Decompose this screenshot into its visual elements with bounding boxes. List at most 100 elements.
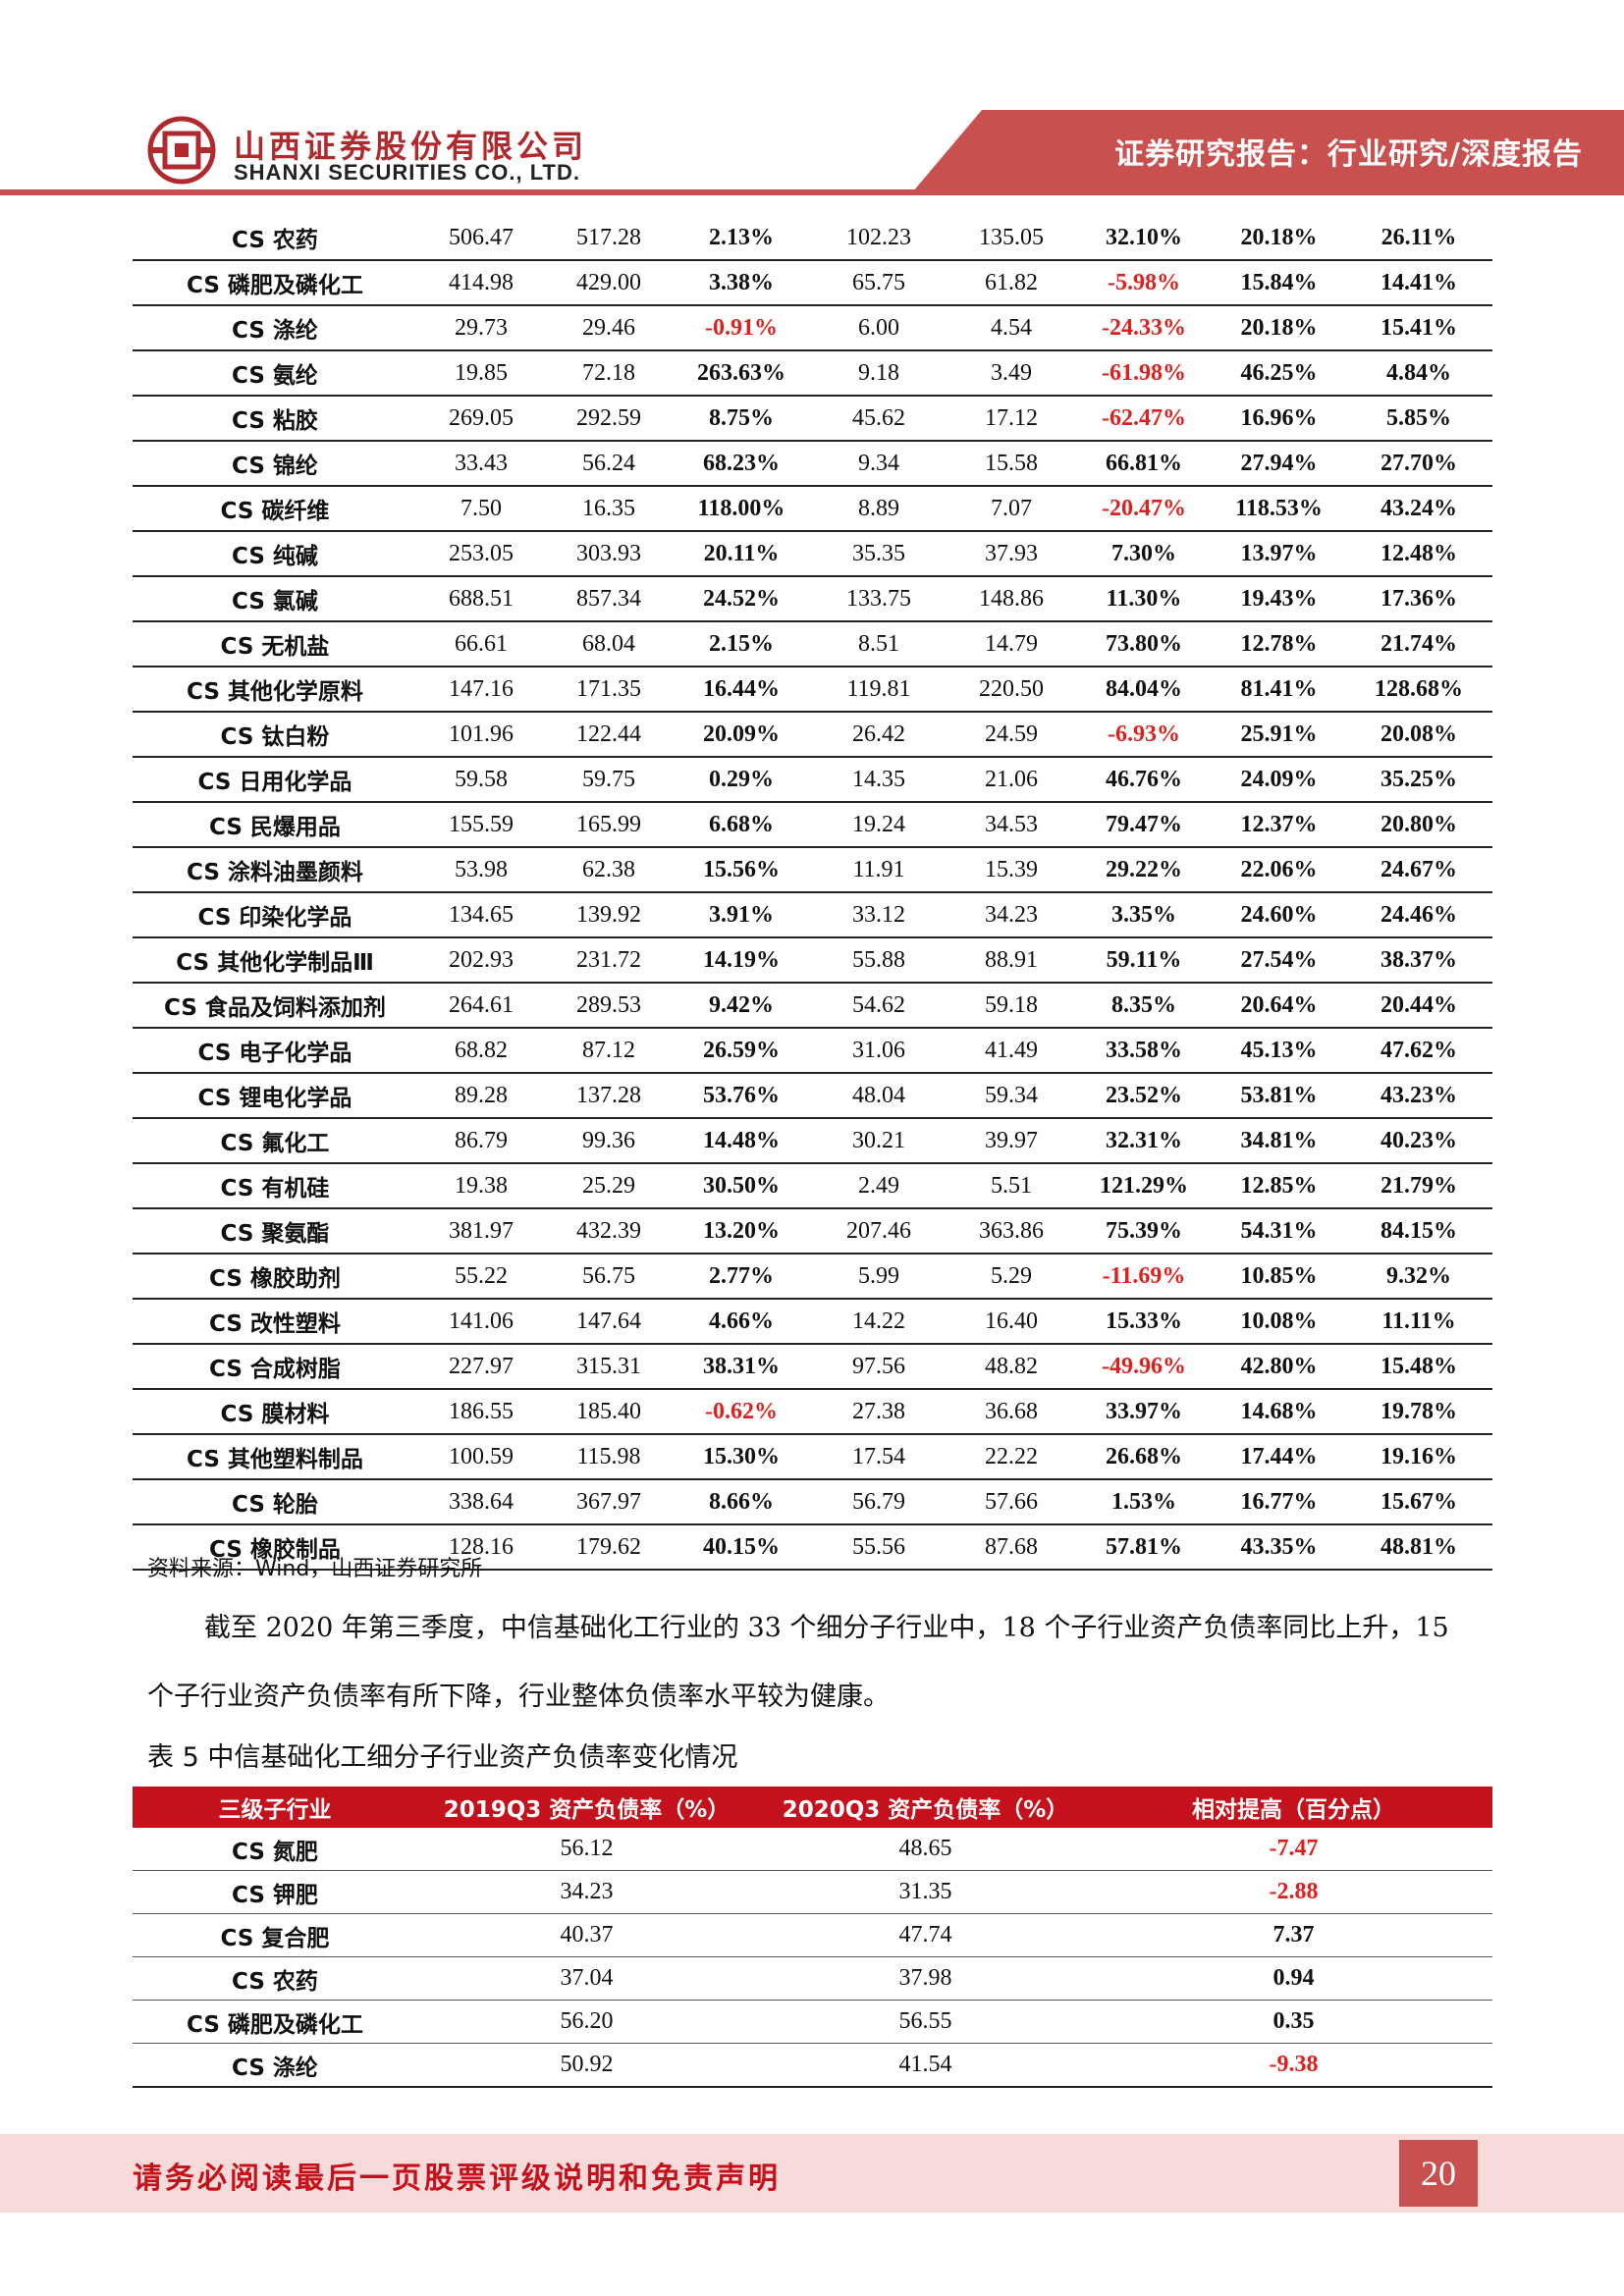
table-cell: 79.47%: [1075, 802, 1213, 848]
table-cell: 363.86: [947, 1208, 1075, 1255]
table-cell: 269.05: [417, 396, 545, 442]
company-name-cn: 山西证券股份有限公司: [234, 128, 588, 165]
table-cell: 4.54: [947, 305, 1075, 351]
col-header: 2020Q3 资产负债率（%）: [756, 1787, 1095, 1828]
table-cell: 24.67%: [1345, 847, 1492, 893]
table-cell: 16.77%: [1213, 1479, 1345, 1525]
table-cell: 24.60%: [1213, 892, 1345, 938]
subindustry-name: CS 氮肥: [133, 1828, 417, 1871]
table-cell: 73.80%: [1075, 621, 1213, 667]
subindustry-name: CS 日用化学品: [133, 757, 417, 803]
table-row: CS 锂电化学品 89.28 137.28 53.76% 48.04 59.34 23.52…: [133, 1073, 1492, 1119]
subindustry-name: CS 橡胶助剂: [133, 1254, 417, 1300]
table-cell: 134.65: [417, 892, 545, 938]
table-cell: 53.98: [417, 847, 545, 893]
table-cell: 165.99: [545, 802, 673, 848]
table-cell: 56.20: [417, 2000, 756, 2044]
table-cell: 118.53%: [1213, 486, 1345, 532]
table-cell: 303.93: [545, 531, 673, 577]
table-cell: 0.35: [1095, 2000, 1492, 2044]
subindustry-name: CS 涤纶: [133, 2043, 417, 2088]
debt-ratio-table: 三级子行业 2019Q3 资产负债率（%） 2020Q3 资产负债率（%） 相对…: [133, 1787, 1492, 2088]
table-cell: 15.84%: [1213, 260, 1345, 306]
table-cell: 35.35: [810, 531, 947, 577]
table-row: CS 氟化工 86.79 99.36 14.48% 30.21 39.97 32.31% 34…: [133, 1118, 1492, 1164]
table-cell: 8.51: [810, 621, 947, 667]
subindustry-name: CS 其他化学制品Ⅲ: [133, 937, 417, 984]
table-cell: 17.44%: [1213, 1434, 1345, 1480]
subindustry-name: CS 涂料油墨颜料: [133, 847, 417, 893]
subindustry-name: CS 无机盐: [133, 621, 417, 667]
table-cell: 17.12: [947, 396, 1075, 442]
table-cell: 62.38: [545, 847, 673, 893]
table-cell: 26.11%: [1345, 216, 1492, 261]
table-cell: 19.24: [810, 802, 947, 848]
table-cell: 55.22: [417, 1254, 545, 1300]
subindustry-name: CS 氯碱: [133, 576, 417, 622]
table-cell: 137.28: [545, 1073, 673, 1119]
table-cell: 72.18: [545, 350, 673, 397]
table-cell: 68.23%: [673, 441, 810, 487]
table-cell: 16.44%: [673, 667, 810, 713]
table-cell: 186.55: [417, 1389, 545, 1435]
table-cell: 24.52%: [673, 576, 810, 622]
table-cell: 39.97: [947, 1118, 1075, 1164]
table-cell: 43.24%: [1345, 486, 1492, 532]
subindustry-name: CS 氨纶: [133, 350, 417, 397]
table-cell: 7.30%: [1075, 531, 1213, 577]
table-cell: 3.49: [947, 350, 1075, 397]
table-cell: 11.11%: [1345, 1299, 1492, 1345]
subindustry-financials-table: CS 农药 506.47 517.28 2.13% 102.23 135.05 32.10%…: [133, 216, 1492, 1571]
table-row: CS 钛白粉 101.96 122.44 20.09% 26.42 24.59 -6.93%…: [133, 712, 1492, 758]
table-cell: -11.69%: [1075, 1254, 1213, 1300]
table-cell: 40.23%: [1345, 1118, 1492, 1164]
subindustry-name: CS 橡胶制品: [133, 1524, 417, 1571]
company-name-en: SHANXI SECURITIES CO., LTD.: [234, 160, 580, 185]
table-cell: 19.85: [417, 350, 545, 397]
table-cell: 84.15%: [1345, 1208, 1492, 1255]
table-cell: -24.33%: [1075, 305, 1213, 351]
report-type-banner: 证券研究报告：行业研究/深度报告: [913, 110, 1624, 191]
table-cell: 20.44%: [1345, 983, 1492, 1029]
table-cell: 19.38: [417, 1163, 545, 1209]
table-cell: 220.50: [947, 667, 1075, 713]
table-cell: 66.81%: [1075, 441, 1213, 487]
table-cell: 34.23: [947, 892, 1075, 938]
table-cell: 5.99: [810, 1254, 947, 1300]
table-cell: 3.91%: [673, 892, 810, 938]
table-cell: 27.70%: [1345, 441, 1492, 487]
table-cell: 101.96: [417, 712, 545, 758]
table-cell: 41.49: [947, 1028, 1075, 1074]
table-cell: 34.23: [417, 1870, 756, 1914]
subindustry-name: CS 民爆用品: [133, 802, 417, 848]
subindustry-name: CS 电子化学品: [133, 1028, 417, 1074]
table-row: CS 碳纤维 7.50 16.35 118.00% 8.89 7.07 -20.47% 118…: [133, 486, 1492, 532]
table-cell: 19.78%: [1345, 1389, 1492, 1435]
table-cell: 231.72: [545, 937, 673, 984]
table-cell: 57.81%: [1075, 1524, 1213, 1571]
table-cell: 135.05: [947, 216, 1075, 261]
table-row: CS 磷肥及磷化工 56.20 56.55 0.35: [133, 2000, 1492, 2044]
subindustry-name: CS 其他化学原料: [133, 667, 417, 713]
table-cell: 7.50: [417, 486, 545, 532]
table-cell: 27.94%: [1213, 441, 1345, 487]
table-cell: 50.92: [417, 2043, 756, 2088]
table-cell: 27.54%: [1213, 937, 1345, 984]
table-cell: 227.97: [417, 1344, 545, 1390]
table-cell: 34.53: [947, 802, 1075, 848]
source-note: 资料来源：Wind，山西证券研究所: [147, 1557, 483, 1581]
table-cell: 141.06: [417, 1299, 545, 1345]
table-row: CS 钾肥 34.23 31.35 -2.88: [133, 1870, 1492, 1914]
table-cell: 3.38%: [673, 260, 810, 306]
table-row: CS 橡胶制品 128.16 179.62 40.15% 55.56 87.68 57.81…: [133, 1524, 1492, 1571]
subindustry-name: CS 碳纤维: [133, 486, 417, 532]
table-cell: 17.54: [810, 1434, 947, 1480]
subindustry-name: CS 纯碱: [133, 531, 417, 577]
table-cell: 9.18: [810, 350, 947, 397]
table-cell: 59.34: [947, 1073, 1075, 1119]
table-cell: 0.29%: [673, 757, 810, 803]
table-cell: 4.84%: [1345, 350, 1492, 397]
subindustry-name: CS 印染化学品: [133, 892, 417, 938]
table-row: CS 锦纶 33.43 56.24 68.23% 9.34 15.58 66.81% 27.9…: [133, 441, 1492, 487]
table-cell: 20.11%: [673, 531, 810, 577]
